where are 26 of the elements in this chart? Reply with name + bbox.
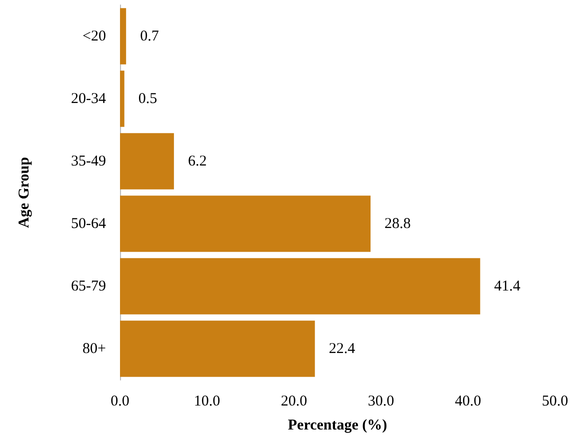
- bar: [120, 196, 371, 252]
- x-tick-label: 0.0: [110, 394, 130, 410]
- x-tick-label: 20.0: [280, 394, 308, 410]
- y-axis-title: Age Group: [16, 157, 32, 228]
- y-tick-label: 80+: [82, 340, 106, 357]
- x-tick-label: 10.0: [194, 394, 220, 410]
- bar: [120, 320, 315, 377]
- y-tick-label: 65-79: [71, 278, 106, 294]
- x-axis-title: Percentage (%): [288, 418, 388, 434]
- data-label: 28.8: [384, 216, 411, 232]
- bar: [120, 70, 124, 127]
- x-tick-label: 40.0: [454, 394, 482, 410]
- bar: [120, 133, 174, 190]
- y-tick-label: 20-34: [71, 90, 106, 107]
- bar: [120, 258, 480, 314]
- data-label: 41.4: [494, 278, 521, 294]
- x-tick-label: 30.0: [368, 394, 394, 410]
- x-tick-label: 50.0: [542, 394, 568, 410]
- data-label: 0.5: [138, 90, 158, 107]
- data-label: 22.4: [328, 340, 356, 357]
- bar: [120, 8, 126, 64]
- y-tick-label: 35-49: [71, 153, 106, 170]
- data-label: 0.7: [140, 28, 160, 44]
- data-label: 6.2: [188, 153, 207, 170]
- y-tick-label: <20: [82, 28, 106, 44]
- y-tick-label: 50-64: [71, 216, 106, 232]
